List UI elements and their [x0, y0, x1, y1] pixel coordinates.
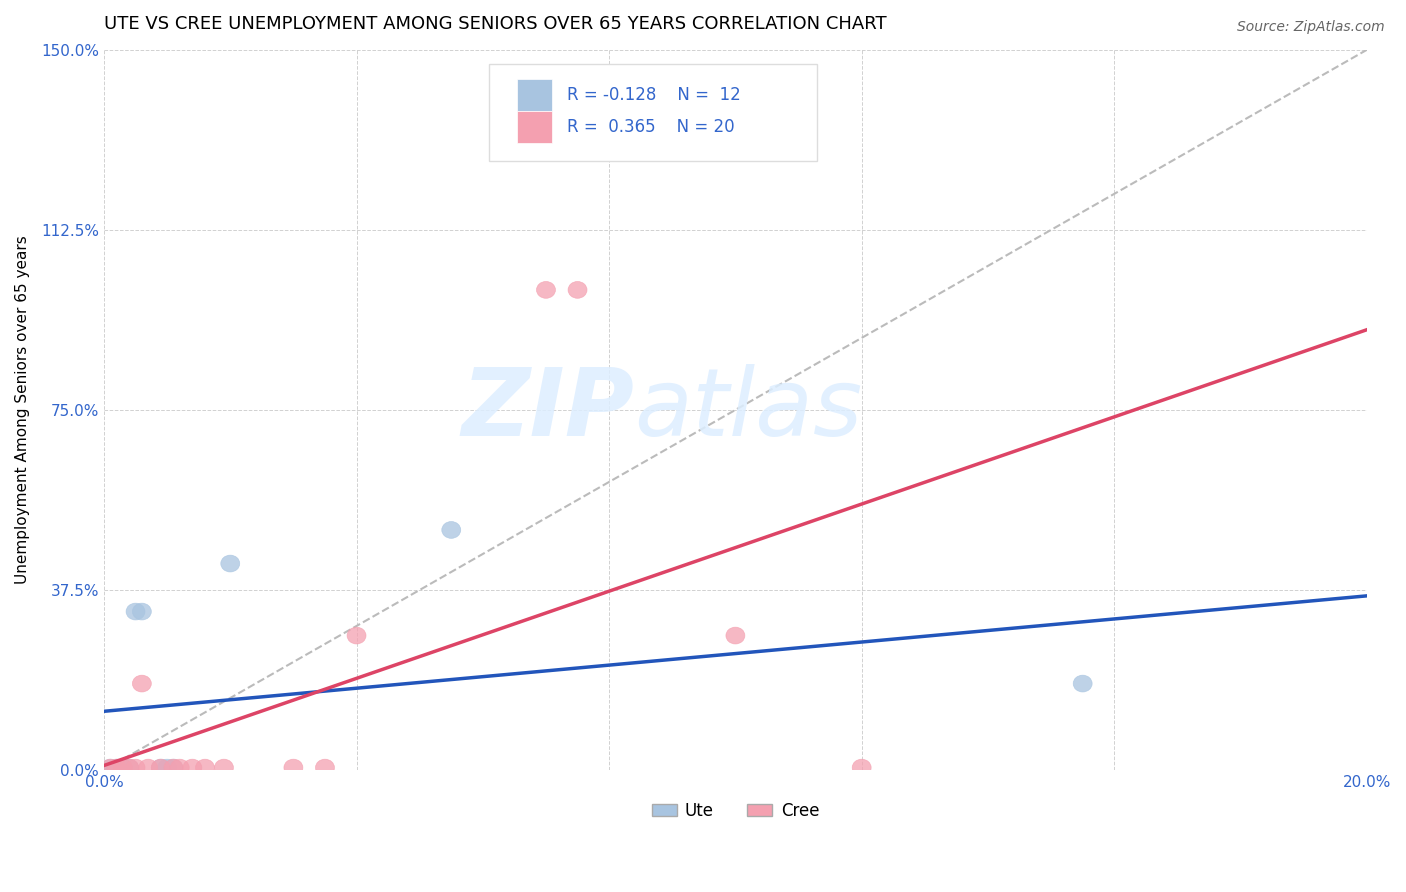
Ellipse shape [537, 282, 555, 298]
Ellipse shape [165, 759, 183, 776]
Ellipse shape [568, 282, 588, 298]
Ellipse shape [127, 603, 145, 620]
Ellipse shape [120, 759, 139, 776]
Ellipse shape [1073, 675, 1092, 692]
Ellipse shape [347, 627, 366, 644]
Ellipse shape [183, 759, 202, 776]
Ellipse shape [157, 759, 177, 776]
Ellipse shape [101, 759, 120, 776]
Ellipse shape [101, 759, 120, 776]
Ellipse shape [127, 759, 145, 776]
Ellipse shape [725, 627, 745, 644]
Ellipse shape [221, 555, 240, 572]
Text: UTE VS CREE UNEMPLOYMENT AMONG SENIORS OVER 65 YEARS CORRELATION CHART: UTE VS CREE UNEMPLOYMENT AMONG SENIORS O… [104, 15, 887, 33]
Ellipse shape [132, 675, 152, 692]
Ellipse shape [441, 522, 461, 539]
Ellipse shape [114, 759, 132, 776]
Ellipse shape [315, 759, 335, 776]
Text: Source: ZipAtlas.com: Source: ZipAtlas.com [1237, 20, 1385, 34]
FancyBboxPatch shape [517, 111, 553, 144]
Ellipse shape [114, 759, 132, 776]
Ellipse shape [132, 603, 152, 620]
Text: atlas: atlas [634, 365, 863, 456]
Ellipse shape [120, 759, 139, 776]
Text: R =  0.365    N = 20: R = 0.365 N = 20 [568, 119, 735, 136]
FancyBboxPatch shape [517, 78, 553, 111]
Ellipse shape [107, 759, 127, 776]
Ellipse shape [107, 759, 127, 776]
Ellipse shape [152, 759, 170, 776]
Text: ZIP: ZIP [461, 364, 634, 456]
FancyBboxPatch shape [489, 64, 817, 161]
Y-axis label: Unemployment Among Seniors over 65 years: Unemployment Among Seniors over 65 years [15, 235, 30, 584]
Ellipse shape [139, 759, 157, 776]
Ellipse shape [170, 759, 190, 776]
Text: R = -0.128    N =  12: R = -0.128 N = 12 [568, 86, 741, 103]
Ellipse shape [152, 759, 170, 776]
Ellipse shape [852, 759, 872, 776]
Ellipse shape [165, 759, 183, 776]
Ellipse shape [195, 759, 215, 776]
Ellipse shape [215, 759, 233, 776]
Legend: Ute, Cree: Ute, Cree [645, 795, 825, 827]
Ellipse shape [284, 759, 302, 776]
